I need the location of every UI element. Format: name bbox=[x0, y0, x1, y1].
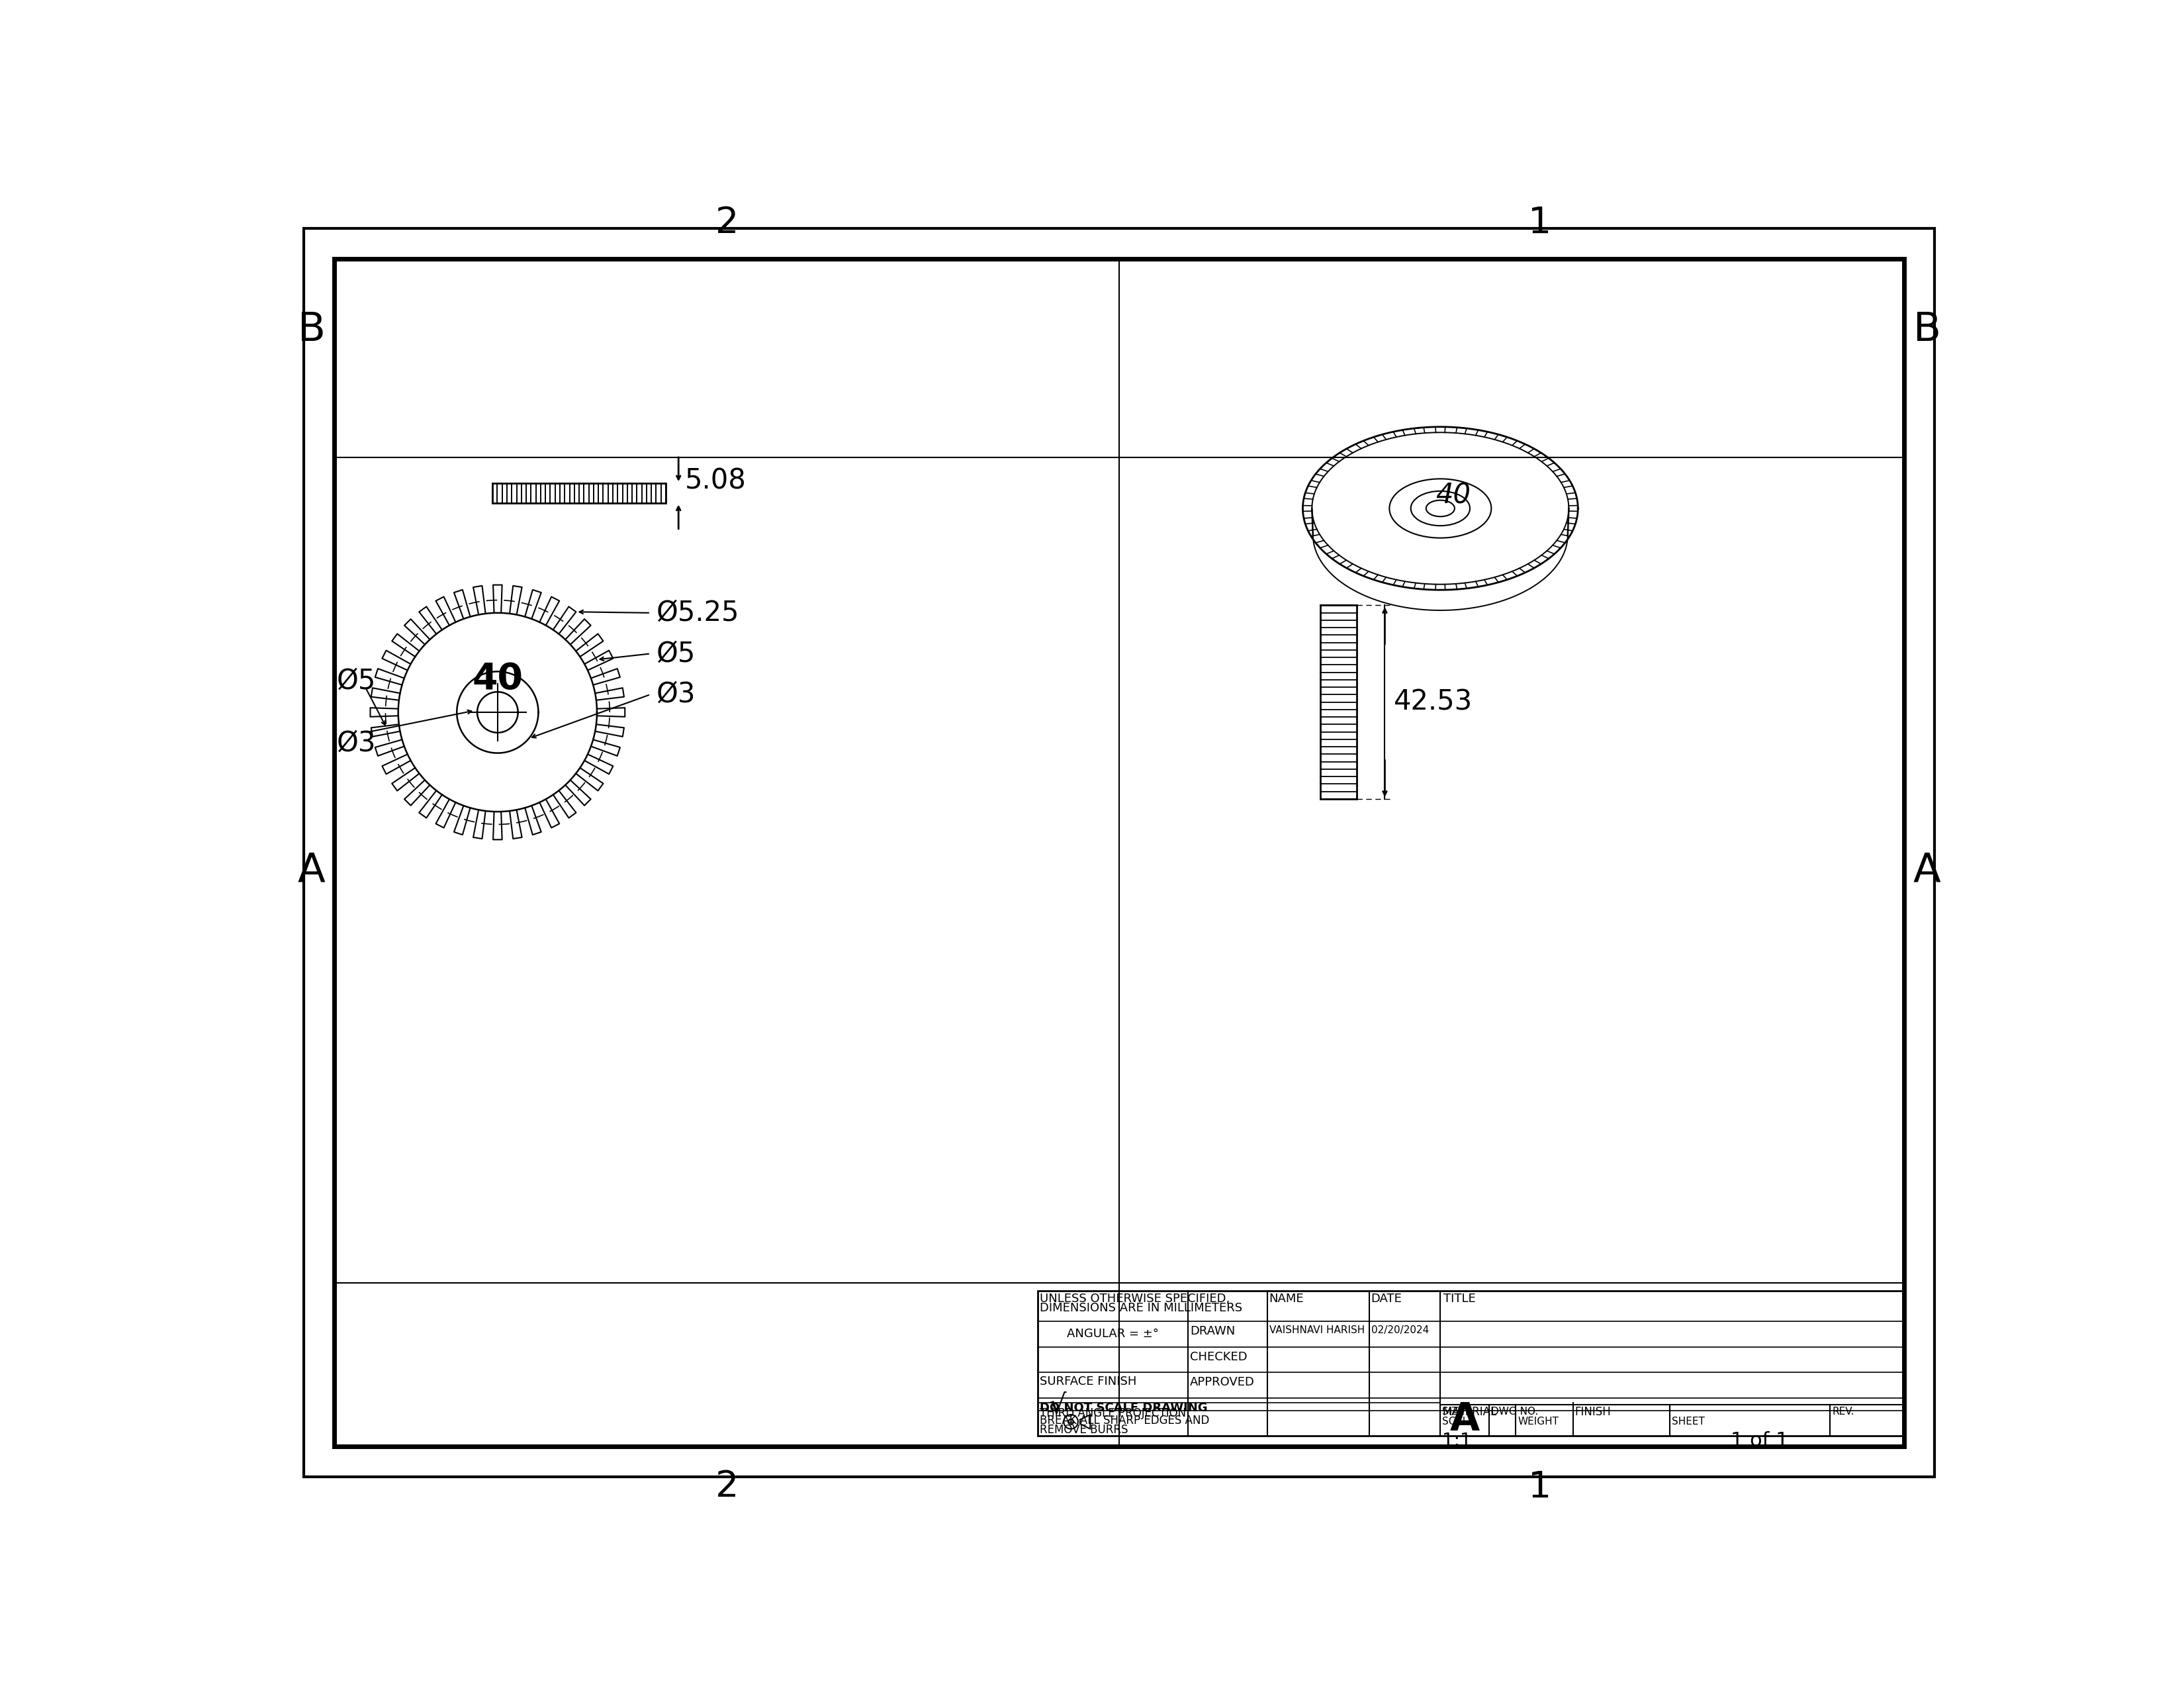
Text: CHECKED: CHECKED bbox=[1190, 1350, 1247, 1362]
Text: REMOVE BURRS: REMOVE BURRS bbox=[1040, 1423, 1129, 1436]
Text: DWG NO.: DWG NO. bbox=[1492, 1406, 1538, 1416]
Text: DRAWN: DRAWN bbox=[1190, 1325, 1236, 1337]
Text: Ø3: Ø3 bbox=[336, 729, 376, 756]
Text: DATE: DATE bbox=[1372, 1293, 1402, 1305]
Text: UNLESS OTHERWISE SPECIFIED,: UNLESS OTHERWISE SPECIFIED, bbox=[1040, 1293, 1230, 1305]
Text: A: A bbox=[1450, 1401, 1481, 1438]
Text: √: √ bbox=[1048, 1391, 1066, 1420]
Text: B: B bbox=[1913, 311, 1942, 349]
Bar bbox=[1319, 606, 1356, 798]
Text: THIRD ANGLE PROJECTION: THIRD ANGLE PROJECTION bbox=[1040, 1408, 1186, 1420]
Text: REV.: REV. bbox=[1832, 1406, 1854, 1416]
Text: TITLE: TITLE bbox=[1444, 1293, 1476, 1305]
Text: SURFACE FINISH: SURFACE FINISH bbox=[1040, 1376, 1136, 1388]
Text: 40: 40 bbox=[1435, 481, 1470, 510]
Text: B: B bbox=[297, 311, 325, 349]
Text: 02/20/2024: 02/20/2024 bbox=[1372, 1325, 1428, 1335]
Text: 1 of 1: 1 of 1 bbox=[1730, 1431, 1789, 1450]
Text: Ø5: Ø5 bbox=[336, 667, 376, 694]
Text: 40: 40 bbox=[472, 662, 524, 697]
Text: Ø5.25: Ø5.25 bbox=[657, 599, 740, 626]
Text: MATERIAL: MATERIAL bbox=[1441, 1406, 1496, 1418]
Text: A: A bbox=[1913, 851, 1942, 890]
Text: NAME: NAME bbox=[1269, 1293, 1304, 1305]
Text: SCALE: SCALE bbox=[1441, 1416, 1474, 1426]
Text: DO NOT SCALE DRAWING: DO NOT SCALE DRAWING bbox=[1040, 1403, 1208, 1415]
Text: 1:1: 1:1 bbox=[1441, 1431, 1472, 1450]
Text: 5.08: 5.08 bbox=[684, 466, 747, 495]
Text: SIZE: SIZE bbox=[1441, 1406, 1465, 1416]
Text: 1: 1 bbox=[1529, 1469, 1551, 1506]
Text: A: A bbox=[297, 851, 325, 890]
Text: FINISH: FINISH bbox=[1575, 1406, 1612, 1418]
Bar bbox=[494, 483, 666, 503]
Text: DIMENSIONS ARE IN MILLIMETERS: DIMENSIONS ARE IN MILLIMETERS bbox=[1040, 1301, 1243, 1313]
Text: BREAK ALL SHARP EDGES AND: BREAK ALL SHARP EDGES AND bbox=[1040, 1415, 1210, 1426]
Text: Ø5: Ø5 bbox=[657, 640, 697, 667]
Bar bbox=[1037, 1291, 1904, 1436]
Text: 42.53: 42.53 bbox=[1393, 689, 1472, 716]
Text: 2: 2 bbox=[714, 204, 738, 241]
Text: APPROVED: APPROVED bbox=[1190, 1376, 1256, 1388]
Text: 1: 1 bbox=[1529, 204, 1551, 241]
Text: WEIGHT: WEIGHT bbox=[1518, 1416, 1559, 1426]
Text: VAISHNAVI HARISH: VAISHNAVI HARISH bbox=[1269, 1325, 1365, 1335]
Text: SHEET: SHEET bbox=[1671, 1416, 1706, 1426]
Text: Ø3: Ø3 bbox=[657, 680, 697, 709]
Text: ANGULAR = ±°: ANGULAR = ±° bbox=[1068, 1328, 1160, 1340]
Text: 2: 2 bbox=[714, 1469, 738, 1506]
